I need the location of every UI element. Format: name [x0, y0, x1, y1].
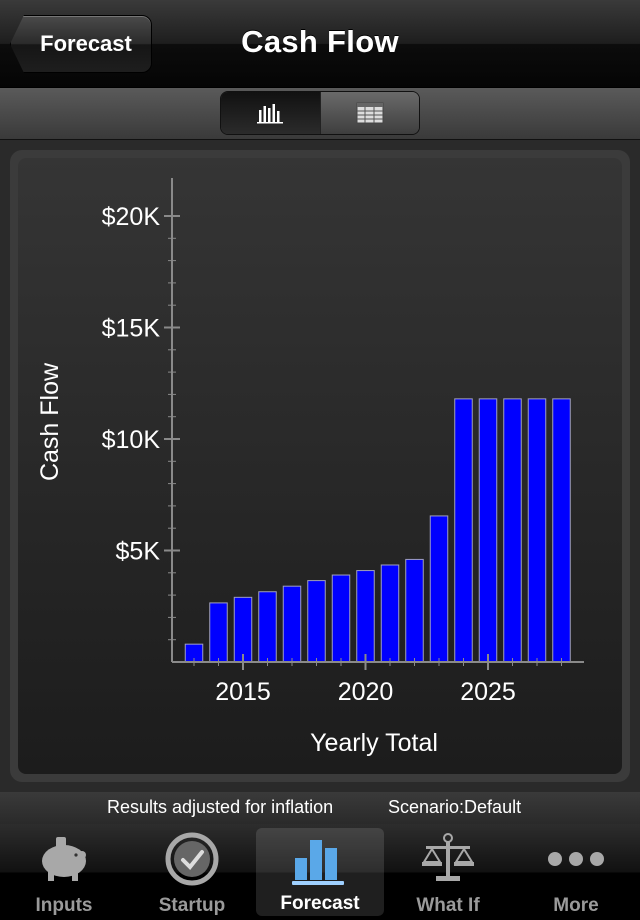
back-button[interactable]: Forecast	[10, 15, 152, 73]
scenario-label: Scenario:Default	[388, 797, 522, 817]
chart-bar	[478, 398, 498, 663]
view-toolbar	[0, 88, 640, 140]
forecast-chart-icon	[292, 840, 344, 885]
tab-label-more: More	[553, 895, 599, 916]
tab-forecast[interactable]: Forecast	[256, 828, 384, 916]
chart-axes: $5K $10K $15K $20K 2015 2020 2025	[102, 178, 584, 706]
chart-bar	[405, 558, 424, 663]
bar-chart-icon	[257, 104, 284, 124]
clock-icon	[165, 832, 219, 886]
more-dots-icon	[548, 852, 604, 866]
x-tick-label: 2025	[460, 678, 516, 706]
tab-more[interactable]: More	[512, 824, 640, 920]
chart-bar	[209, 602, 228, 663]
tab-label-startup: Startup	[158, 895, 226, 916]
chart-bar	[552, 398, 571, 663]
piggy-bank-icon	[42, 837, 86, 881]
chart-bar	[282, 585, 302, 663]
chart-bar	[503, 398, 522, 663]
table-view-segment[interactable]	[319, 92, 419, 134]
scales-icon	[422, 833, 474, 881]
tab-what-if[interactable]: What If	[384, 824, 512, 920]
x-axis-label: Yearly Total	[310, 729, 438, 757]
chart-bar	[331, 574, 351, 663]
y-axis-label: Cash Flow	[36, 362, 64, 481]
y-tick-label: $10K	[102, 426, 161, 454]
tab-inputs[interactable]: Inputs	[0, 824, 128, 920]
y-tick-label: $15K	[102, 315, 161, 343]
chart-bar	[233, 596, 253, 663]
page-title: Cash Flow	[241, 24, 399, 59]
nav-bar: Forecast Cash Flow	[0, 0, 640, 88]
table-icon	[356, 102, 384, 124]
cash-flow-chart: $5K $10K $15K $20K 2015 2020 2025 Cash Flow Ye…	[36, 178, 584, 757]
inflation-note: Results adjusted for inflation	[107, 797, 334, 817]
x-tick-label: 2020	[338, 678, 394, 706]
y-tick-label: $5K	[116, 538, 161, 566]
x-tick-label: 2015	[215, 678, 271, 706]
tab-label-what-if: What If	[416, 895, 480, 916]
status-strip: Results adjusted for inflation Scenario:…	[0, 792, 640, 824]
chart-bar	[258, 591, 277, 663]
tab-startup[interactable]: Startup	[128, 824, 256, 920]
chart-bar	[527, 398, 547, 663]
chart-bar	[356, 570, 375, 663]
tab-label-inputs: Inputs	[35, 895, 93, 916]
chart-bar	[429, 515, 449, 663]
chart-bar	[307, 580, 326, 663]
chart-bar	[380, 564, 400, 663]
chart-bars	[184, 398, 571, 663]
y-tick-label: $20K	[102, 203, 161, 231]
tab-bar: Inputs Startup Forecast	[0, 824, 640, 920]
chart-bar	[454, 398, 473, 663]
chart-panel	[10, 150, 630, 782]
view-segmented-control	[220, 91, 420, 135]
chart-view-segment[interactable]	[221, 92, 320, 134]
tab-label-forecast: Forecast	[280, 893, 360, 914]
